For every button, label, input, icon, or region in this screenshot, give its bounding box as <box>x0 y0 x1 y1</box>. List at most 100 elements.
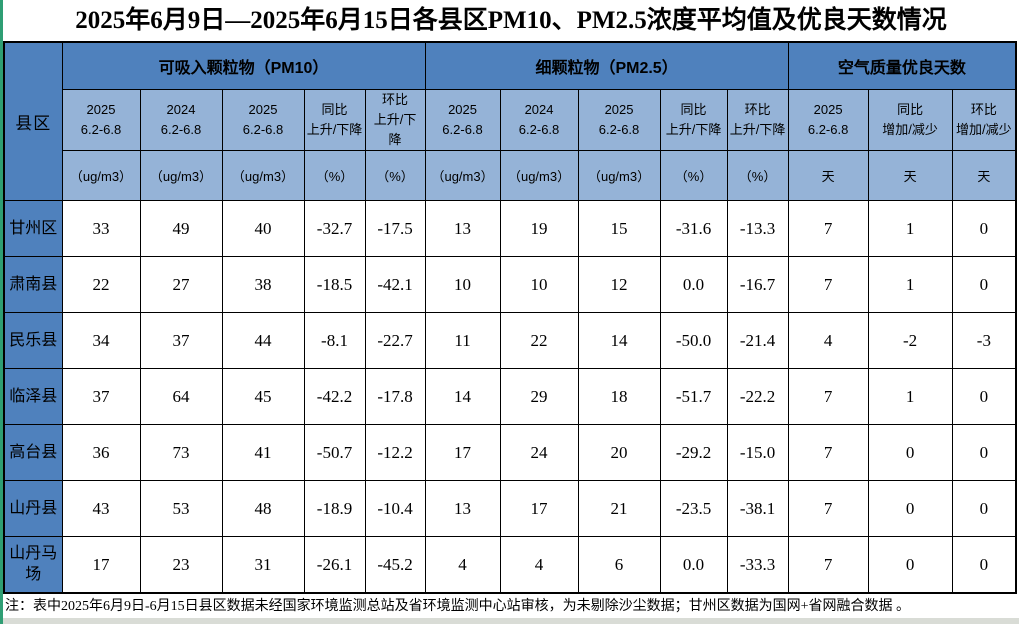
value-cell: 36 <box>61 424 141 482</box>
value-cell: 20 <box>577 424 661 482</box>
value-cell: 41 <box>221 424 305 482</box>
value-cell: 43 <box>61 480 141 538</box>
value-cell: 22 <box>61 256 141 314</box>
value-cell: 17 <box>424 424 501 482</box>
col-header: 2025 6.2-6.8 <box>221 88 305 152</box>
value-cell: 7 <box>787 536 869 594</box>
value-cell: 0 <box>867 424 953 482</box>
value-cell: -26.1 <box>303 536 366 594</box>
district-label: 山丹县 <box>3 480 63 538</box>
unit-cell: （ug/m3） <box>61 150 141 202</box>
value-cell: 37 <box>61 368 141 426</box>
unit-cell: （ug/m3） <box>499 150 579 202</box>
value-cell: 17 <box>61 536 141 594</box>
value-cell: -45.2 <box>364 536 426 594</box>
value-cell: -13.3 <box>726 200 789 258</box>
col-header: 同比 上升/下降 <box>659 88 728 152</box>
col-header: 2025 6.2-6.8 <box>424 88 501 152</box>
value-cell: 44 <box>221 312 305 370</box>
value-cell: -21.4 <box>726 312 789 370</box>
district-label: 民乐县 <box>3 312 63 370</box>
col-header: 2024 6.2-6.8 <box>499 88 579 152</box>
unit-cell: 天 <box>867 150 953 202</box>
unit-cell: （%） <box>364 150 426 202</box>
sub-header-row: 2025 6.2-6.8 2024 6.2-6.8 2025 6.2-6.8 同比 上升… <box>4 88 1017 152</box>
value-cell: -33.3 <box>726 536 789 594</box>
value-cell: 7 <box>787 368 869 426</box>
table-row: 山丹县 43 53 48 -18.9 -10.4 13 17 21 -23.5 -38.1 7 0 0 <box>3 480 1017 538</box>
unit-cell: 天 <box>787 150 869 202</box>
unit-cell: （ug/m3） <box>424 150 501 202</box>
value-cell: -18.5 <box>303 256 366 314</box>
value-cell: 7 <box>787 200 869 258</box>
value-cell: 22 <box>499 312 579 370</box>
value-cell: -32.7 <box>303 200 366 258</box>
col-header: 同比 增加/减少 <box>867 88 953 152</box>
table-row: 临泽县 37 64 45 -42.2 -17.8 14 29 18 -51.7 -22.2 7 1 0 <box>3 368 1017 426</box>
value-cell: 24 <box>499 424 579 482</box>
col-header: 2025 6.2-6.8 <box>577 88 661 152</box>
value-cell: 33 <box>61 200 141 258</box>
value-cell: 0 <box>951 424 1017 482</box>
value-cell: 14 <box>424 368 501 426</box>
value-cell: 21 <box>577 480 661 538</box>
page-title: 2025年6月9日—2025年6月15日各县区PM10、PM2.5浓度平均值及优… <box>75 7 947 34</box>
district-label: 临泽县 <box>3 368 63 426</box>
value-cell: -17.8 <box>364 368 426 426</box>
value-cell: 73 <box>139 424 223 482</box>
value-cell: -8.1 <box>303 312 366 370</box>
value-cell: 37 <box>139 312 223 370</box>
value-cell: 10 <box>499 256 579 314</box>
value-cell: -10.4 <box>364 480 426 538</box>
value-cell: -42.1 <box>364 256 426 314</box>
col-header: 2024 6.2-6.8 <box>139 88 223 152</box>
value-cell: 18 <box>577 368 661 426</box>
unit-cell: （%） <box>726 150 789 202</box>
value-cell: 1 <box>867 256 953 314</box>
value-cell: 11 <box>424 312 501 370</box>
value-cell: 1 <box>867 368 953 426</box>
left-edge-strip <box>0 0 3 624</box>
value-cell: 40 <box>221 200 305 258</box>
value-cell: 48 <box>221 480 305 538</box>
district-label: 肃南县 <box>3 256 63 314</box>
value-cell: 13 <box>424 200 501 258</box>
value-cell: 0 <box>867 480 953 538</box>
value-cell: 7 <box>787 424 869 482</box>
value-cell: -38.1 <box>726 480 789 538</box>
table-body: 甘州区 33 49 40 -32.7 -17.5 13 19 15 -31.6 -13.3 7 1 0 肃南… <box>3 200 1017 594</box>
value-cell: 6 <box>577 536 661 594</box>
value-cell: -50.7 <box>303 424 366 482</box>
col-header: 环比 上升/下降 <box>726 88 789 152</box>
col-header: 同比 上升/下降 <box>303 88 366 152</box>
table-row: 民乐县 34 37 44 -8.1 -22.7 11 22 14 -50.0 -21.4 4 -2 -3 <box>3 312 1017 370</box>
value-cell: 0 <box>951 200 1017 258</box>
value-cell: -42.2 <box>303 368 366 426</box>
unit-cell: （ug/m3） <box>221 150 305 202</box>
air-quality-table: 县区 可吸入颗粒物（PM10） 细颗粒物（PM2.5） 空气质量优良天数 202… <box>3 41 1018 594</box>
value-cell: 4 <box>787 312 869 370</box>
district-label: 高台县 <box>3 424 63 482</box>
unit-cell: （ug/m3） <box>577 150 661 202</box>
value-cell: 0 <box>951 536 1017 594</box>
table-row: 山丹马场 17 23 31 -26.1 -45.2 4 4 6 0.0 -33.3 7 0 0 <box>3 536 1017 594</box>
value-cell: 19 <box>499 200 579 258</box>
bottom-edge-strip <box>3 618 1019 624</box>
group-header-pm10: 可吸入颗粒物（PM10） <box>61 41 426 90</box>
table-row: 肃南县 22 27 38 -18.5 -42.1 10 10 12 0.0 -16.7 7 1 0 <box>3 256 1017 314</box>
value-cell: 13 <box>424 480 501 538</box>
value-cell: 38 <box>221 256 305 314</box>
value-cell: -3 <box>951 312 1017 370</box>
value-cell: 14 <box>577 312 661 370</box>
value-cell: -18.9 <box>303 480 366 538</box>
value-cell: -23.5 <box>659 480 728 538</box>
value-cell: -16.7 <box>726 256 789 314</box>
district-label: 山丹马场 <box>3 536 63 594</box>
value-cell: 27 <box>139 256 223 314</box>
value-cell: 12 <box>577 256 661 314</box>
value-cell: 49 <box>139 200 223 258</box>
value-cell: 29 <box>499 368 579 426</box>
value-cell: -17.5 <box>364 200 426 258</box>
value-cell: 53 <box>139 480 223 538</box>
